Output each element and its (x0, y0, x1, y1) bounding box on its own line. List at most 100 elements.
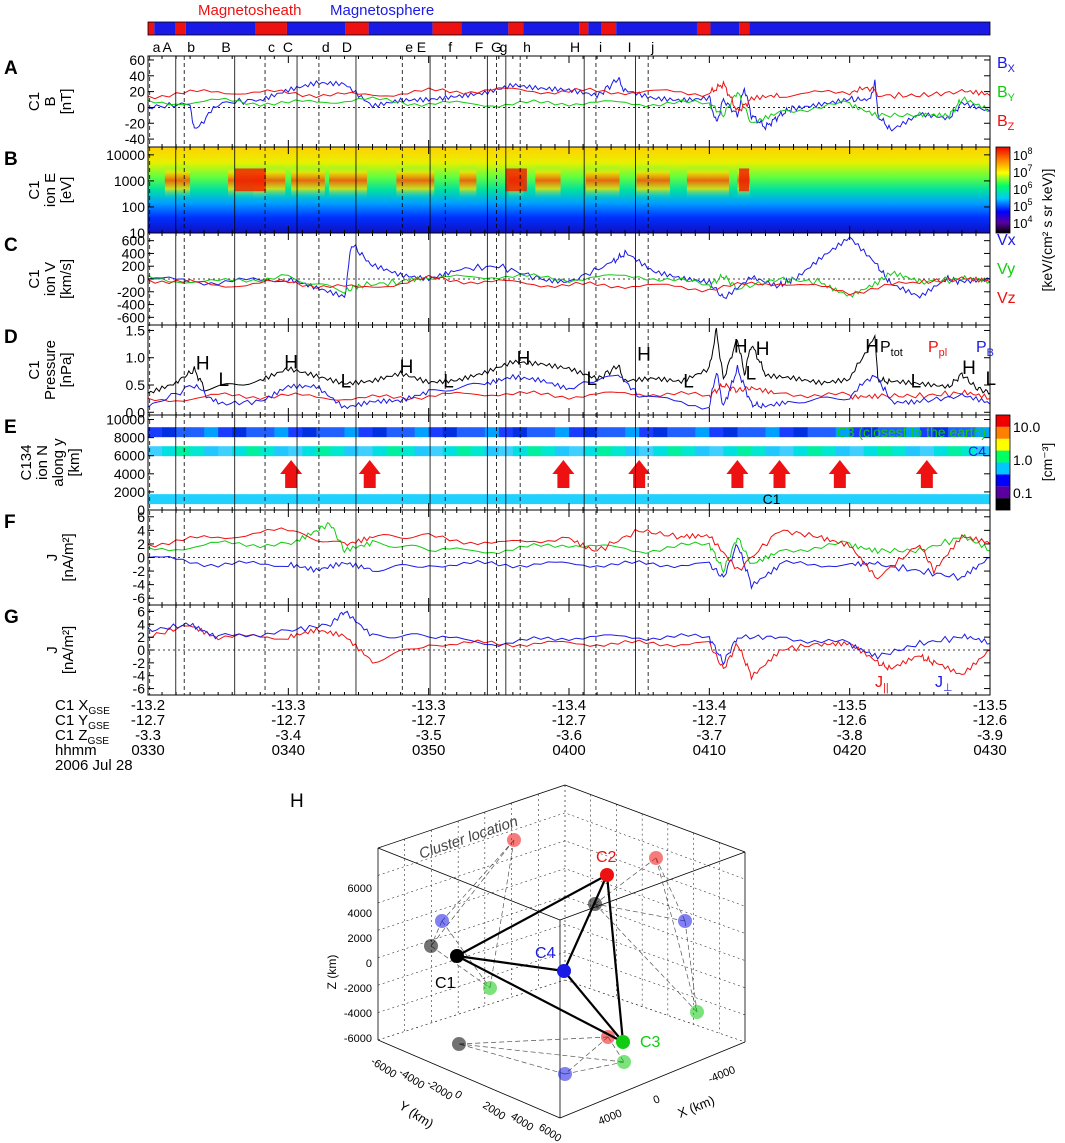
pressure-mark-5: L (443, 372, 454, 393)
projection-left-edge-4 (441, 920, 491, 989)
y-tick-label-F-2: 2 (137, 536, 145, 552)
y-label-E-0: C134 (18, 445, 35, 481)
y-tick-label-D-3: 0.0 (126, 404, 146, 420)
x-tick-label-x-0: -13.2 (131, 697, 165, 714)
density-cell-C1-29 (554, 494, 570, 505)
y-tick-3d-3: 0 (452, 1088, 464, 1101)
projection-bottom-dot-2 (452, 1037, 466, 1051)
region-segment-0 (148, 22, 155, 35)
density-cell-C4-32 (597, 446, 612, 457)
x-tick-label-x-4: -13.4 (692, 697, 726, 714)
spectrogram-hot-3 (291, 165, 325, 200)
y-tick-label-E-5: 0 (137, 502, 145, 518)
density-cell-C1-17 (386, 494, 402, 505)
density-cell-C4-10 (288, 446, 303, 457)
colorbar-density-tick-2: 0.1 (1013, 485, 1033, 501)
density-cell-C1-44 (765, 494, 780, 505)
density-cell-C1-32 (597, 494, 612, 505)
density-cell-C1-45 (779, 494, 795, 505)
tetra-edge-2 (456, 954, 565, 973)
y-tick-label-F-6: -6 (133, 590, 146, 606)
density-cell-C3-53 (891, 427, 907, 438)
pressure-mark-14: L (911, 372, 922, 393)
panel-A (147, 55, 991, 148)
density-cell-C1-34 (625, 494, 640, 505)
density-cell-C4-27 (526, 446, 542, 457)
series-D-Ppl (147, 382, 991, 403)
density-cell-C4-14 (344, 446, 359, 457)
x-row-label-0: C1 XGSE (55, 697, 110, 717)
density-cell-C1-10 (288, 494, 303, 505)
y-tick-label-B-2: 100 (122, 199, 146, 215)
panel-letter-F: F (4, 512, 16, 533)
series-D-Ptot (147, 327, 991, 395)
x-tick-label-x-5: -13.5 (833, 697, 867, 714)
series-C-Vy (147, 270, 991, 298)
legend-A-0-main: B (997, 55, 1008, 72)
y-label-F-0: J (44, 554, 61, 562)
density-cell-C4-23 (470, 446, 486, 457)
region-segment-11 (523, 22, 580, 35)
spacecraft-dot-C3 (616, 1035, 630, 1049)
density-cell-C4-8 (260, 446, 275, 457)
density-cell-C3-51 (863, 427, 879, 438)
density-cell-C3-33 (611, 427, 626, 438)
series-A-BZ (147, 80, 991, 112)
x-axis-date: 2006 Jul 28 (55, 757, 133, 774)
spacecraft-label-C4: C4 (535, 945, 556, 962)
y-tick-label-A-0: 60 (129, 52, 145, 68)
density-cell-C4-16 (372, 446, 388, 457)
x-tick-label-t-4: 0410 (693, 742, 726, 759)
density-cell-C1-14 (344, 494, 359, 505)
density-cell-C3-41 (723, 427, 738, 438)
z-tick-6: -6000 (344, 1033, 372, 1045)
density-cell-C4-45 (779, 446, 795, 457)
density-cell-C3-13 (330, 427, 345, 438)
event-label-a: a (153, 39, 161, 55)
density-cell-C4-44 (765, 446, 780, 457)
density-cell-C3-21 (442, 427, 458, 438)
region-segment-12 (579, 22, 589, 35)
density-cell-C4-40 (709, 446, 724, 457)
spectrogram-hot-6 (459, 165, 477, 200)
colorbar-density-frame (995, 414, 1011, 511)
density-cell-C3-47 (807, 427, 823, 438)
density-cell-C1-28 (540, 494, 556, 505)
density-cell-C3-45 (779, 427, 795, 438)
density-cell-C3-12 (316, 427, 331, 438)
density-cell-C3-50 (849, 427, 865, 438)
density-cell-C3-59 (975, 427, 991, 438)
legend-D-2: PB (976, 339, 994, 359)
density-cell-C4-3 (190, 446, 205, 457)
legend-A-2-main: B (997, 113, 1008, 130)
colorbar-energy-label: [keV/(cm² s sr keV)] (1039, 169, 1055, 292)
density-cell-C3-48 (821, 427, 837, 438)
density-cell-C1-55 (919, 494, 935, 505)
colorbar-density-cell-5 (996, 438, 1010, 451)
density-cell-C3-3 (190, 427, 205, 438)
arrow-0 (280, 460, 303, 488)
density-cell-C3-6 (232, 427, 247, 438)
x-row-label-0-main: C1 X (55, 697, 88, 714)
density-cell-C4-20 (428, 446, 444, 457)
density-cell-C3-7 (246, 427, 261, 438)
y-label-A-1: B (42, 96, 59, 106)
colorbar-density-cell-6 (996, 426, 1010, 439)
density-cell-C1-56 (933, 494, 949, 505)
panel-letter-E: E (4, 417, 17, 438)
x-tick-label-z-1: -3.4 (275, 727, 301, 744)
density-cell-C1-8 (260, 494, 275, 505)
colorbar-density-cell-2 (996, 474, 1010, 487)
density-cell-C3-15 (358, 427, 374, 438)
density-cell-C4-13 (330, 446, 345, 457)
density-cell-C3-22 (456, 427, 472, 438)
legend-C-2: Vz (997, 290, 1016, 307)
y-tick-3d-0: -6000 (368, 1055, 398, 1080)
y-tick-3d-5: 4000 (508, 1110, 535, 1133)
density-cell-C1-41 (723, 494, 738, 505)
spectrogram-hot-5 (396, 165, 435, 200)
density-cell-C3-55 (919, 427, 935, 438)
density-cell-C4-0 (148, 446, 163, 457)
projection-right-dot-3 (690, 1005, 704, 1019)
